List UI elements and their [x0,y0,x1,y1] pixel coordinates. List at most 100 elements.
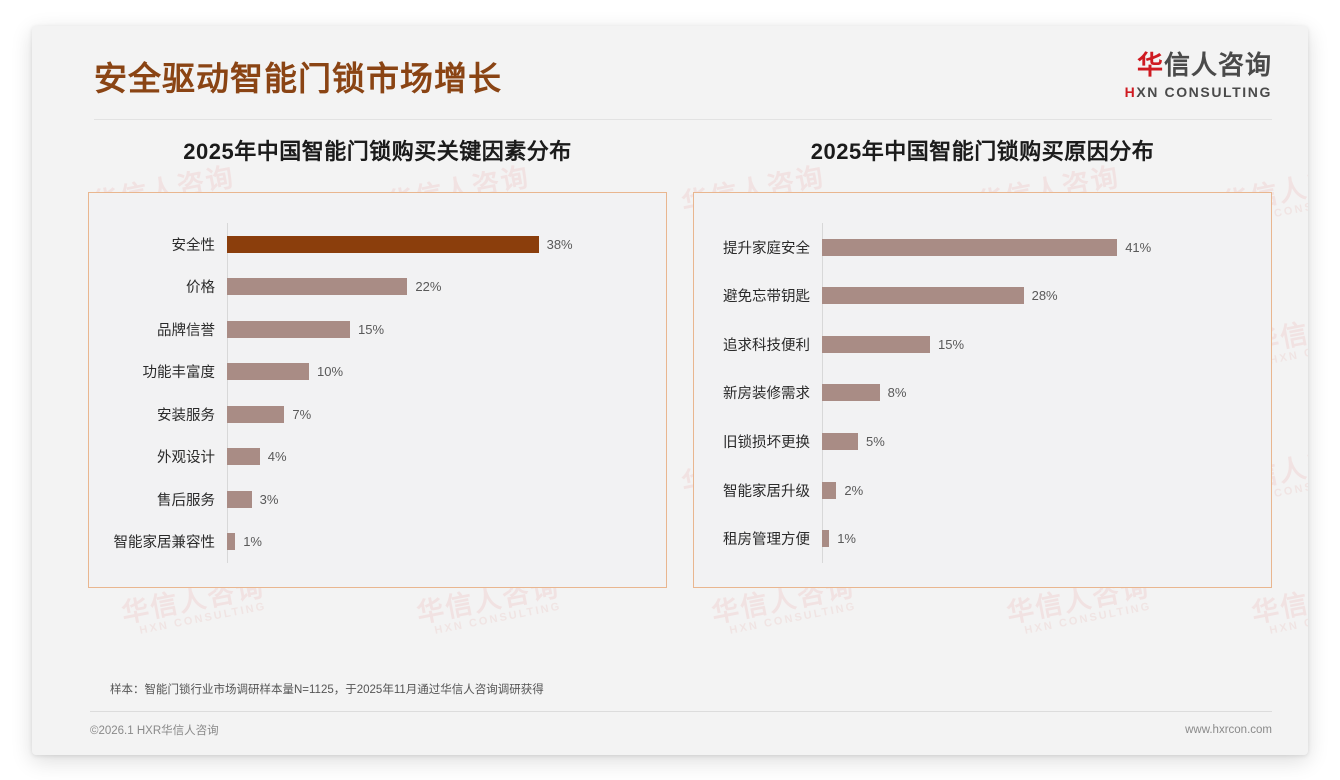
bar-category-label: 提升家庭安全 [723,240,810,257]
bar-row: 价格 22% [99,274,650,300]
bar-row: 新房装修需求 8% [704,380,1255,406]
bar [822,287,1024,305]
bar-category-label: 价格 [186,280,215,297]
watermark-english: HXN CONSULTING [1023,600,1153,638]
bar-wrapper: 5% [822,433,1255,451]
logo-english-highlight: H [1124,84,1137,100]
bar-value-label: 8% [887,385,907,401]
header-divider [94,119,1272,120]
bar-category-label: 租房管理方便 [723,532,810,549]
bar-row: 提升家庭安全 41% [704,234,1255,260]
bar-row: 安全性 38% [99,231,650,257]
footer-copyright: ©2026.1 HXR华信人咨询 [90,725,219,737]
bar-wrapper: 1% [822,530,1255,548]
watermark-english: HXN CONSULTING [138,600,268,638]
bar-wrapper: 38% [227,235,650,253]
bar-row: 智能家居兼容性 1% [99,529,650,555]
bar-value-label: 15% [358,321,385,337]
chart-panel-reasons: 提升家庭安全 41% 避免忘带钥匙 28% 追求科技便利 15% 新房装修需求 8% 旧锁损坏更… [693,192,1272,588]
bar-value-label: 3% [259,491,279,507]
bar-category-label: 智能家居兼容性 [113,535,216,552]
footer-divider [90,711,1272,712]
bar-wrapper: 4% [227,448,650,466]
bar-value-label: 1% [837,531,856,547]
bar-value-label: 38% [546,236,573,252]
bar-row: 智能家居升级 2% [704,477,1255,503]
bar-value-label: 22% [415,279,442,295]
chart-block-key-factors: 2025年中国智能门锁购买关键因素分布 安全性 38% 价格 22% 品牌信誉 15% 功能… [88,134,667,588]
bar-value-label: 2% [844,482,864,498]
bar [822,481,837,499]
bar-wrapper: 7% [227,405,650,423]
bar-wrapper: 1% [227,533,650,551]
bar [227,405,285,423]
bar-value-label: 28% [1031,288,1058,304]
charts-container: 2025年中国智能门锁购买关键因素分布 安全性 38% 价格 22% 品牌信誉 15% 功能… [32,134,1308,588]
bar-wrapper: 2% [822,481,1255,499]
bar [227,533,236,551]
logo-english-rest: XN CONSULTING [1136,84,1272,100]
bar-row: 旧锁损坏更换 5% [704,429,1255,455]
bar-value-label: 10% [317,364,344,380]
bar-category-label: 售后服务 [157,492,215,509]
bar-category-label: 外观设计 [157,450,215,467]
bar-value-label: 4% [267,449,287,465]
bar-row: 避免忘带钥匙 28% [704,283,1255,309]
bar-wrapper: 41% [822,238,1255,256]
bar-wrapper: 15% [227,320,650,338]
watermark-english: HXN CONSULTING [728,600,858,638]
chart-panel-key-factors: 安全性 38% 价格 22% 品牌信誉 15% 功能丰富度 10% 安装服务 7% 外观设计 4% 售后… [88,192,667,588]
bar [822,238,1118,256]
bar-category-label: 旧锁损坏更换 [723,435,810,452]
bar [227,363,309,381]
logo-chinese: 华信人咨询 [1125,52,1272,78]
plot-reasons: 提升家庭安全 41% 避免忘带钥匙 28% 追求科技便利 15% 新房装修需求 8% 旧锁损坏更… [704,223,1255,563]
bar [227,235,539,253]
bar [227,278,408,296]
chart-title-key-factors: 2025年中国智能门锁购买关键因素分布 [183,139,572,164]
bar-category-label: 功能丰富度 [142,365,216,382]
bar-row: 功能丰富度 10% [99,359,650,385]
bar-value-label: 41% [1125,239,1152,255]
bar-category-label: 新房装修需求 [723,386,810,403]
bar-value-label: 1% [243,534,262,550]
logo-english: HXN CONSULTING [1125,85,1272,99]
page-title: 安全驱动智能门锁市场增长 [94,60,502,97]
bar-value-label: 7% [292,406,312,422]
bar-row: 安装服务 7% [99,401,650,427]
bar-value-label: 15% [938,336,965,352]
bar-wrapper: 10% [227,363,650,381]
chart-title-reasons: 2025年中国智能门锁购买原因分布 [810,139,1155,164]
bar-row: 售后服务 3% [99,486,650,512]
bar-category-label: 追求科技便利 [723,337,810,354]
bar [227,448,260,466]
watermark-english: HXN CONSULTING [433,600,563,638]
slide-header: 安全驱动智能门锁市场增长 华信人咨询 HXN CONSULTING [32,26,1308,120]
bar-category-label: 安全性 [171,237,216,254]
bar-value-label: 5% [866,434,885,450]
bar-row: 品牌信誉 15% [99,316,650,342]
bar [822,530,830,548]
bar-wrapper: 28% [822,287,1255,305]
bar [822,335,930,353]
bar [822,433,858,451]
footer-website: www.hxrcon.com [1185,724,1272,736]
bar-row: 追求科技便利 15% [704,331,1255,357]
logo-chinese-highlight: 华 [1136,50,1164,80]
plot-key-factors: 安全性 38% 价格 22% 品牌信誉 15% 功能丰富度 10% 安装服务 7% 外观设计 4% 售后… [99,223,650,563]
bar [822,384,880,402]
logo-chinese-rest: 信人咨询 [1163,50,1272,80]
company-logo: 华信人咨询 HXN CONSULTING [1125,52,1272,99]
sample-footnote: 样本：智能门锁行业市场调研样本量N=1125，于2025年11月通过华信人咨询调… [110,684,544,696]
bar-category-label: 智能家居升级 [723,483,810,500]
bar-category-label: 品牌信誉 [157,322,215,339]
bar-rows-key-factors: 安全性 38% 价格 22% 品牌信誉 15% 功能丰富度 10% 安装服务 7% 外观设计 4% 售后… [99,223,650,563]
chart-block-reasons: 2025年中国智能门锁购买原因分布 提升家庭安全 41% 避免忘带钥匙 28% 追求科技… [693,134,1272,588]
bar-wrapper: 8% [822,384,1255,402]
bar [227,490,252,508]
slide-footer: ©2026.1 HXR华信人咨询 www.hxrcon.com [90,718,1272,742]
bar-rows-reasons: 提升家庭安全 41% 避免忘带钥匙 28% 追求科技便利 15% 新房装修需求 8% 旧锁损坏更… [704,223,1255,563]
bar-category-label: 避免忘带钥匙 [723,289,810,306]
bar-wrapper: 15% [822,335,1255,353]
